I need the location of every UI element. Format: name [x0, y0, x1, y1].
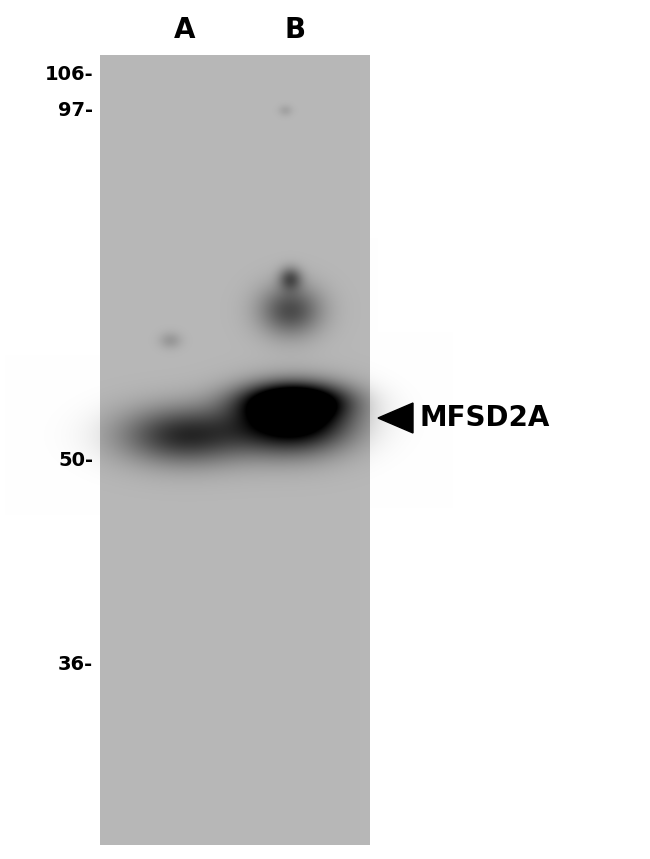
- Polygon shape: [378, 403, 413, 433]
- Text: A: A: [174, 16, 196, 44]
- Text: 97-: 97-: [58, 101, 93, 119]
- Text: 50-: 50-: [58, 450, 93, 470]
- Text: 106-: 106-: [44, 65, 93, 84]
- Text: B: B: [285, 16, 306, 44]
- Text: MFSD2A: MFSD2A: [420, 404, 551, 432]
- Text: 36-: 36-: [58, 655, 93, 674]
